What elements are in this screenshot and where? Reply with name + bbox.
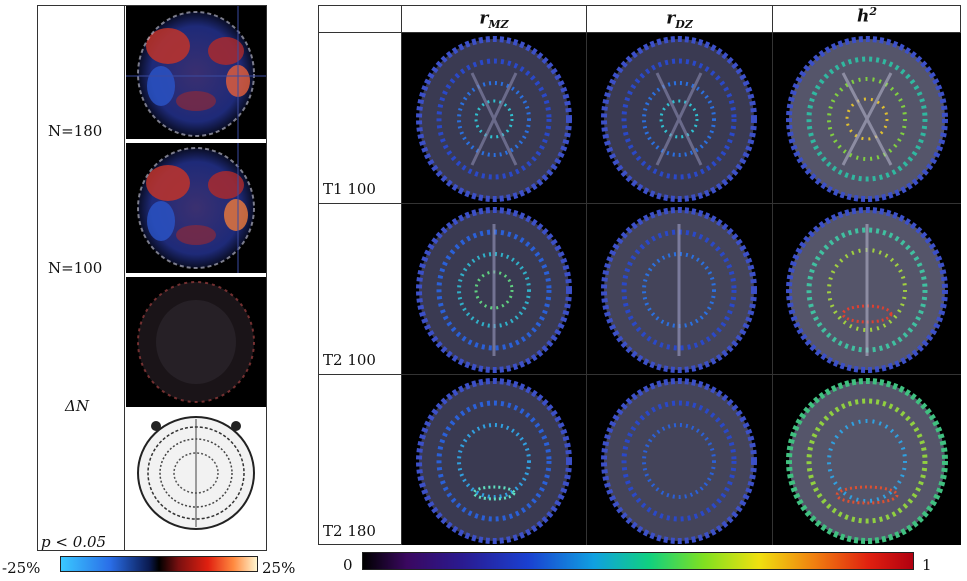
column-header-rdz: rDZ <box>666 8 693 32</box>
colorbar-right <box>362 552 914 570</box>
brain-cell-t2-180-rmz <box>402 375 586 545</box>
brain-cell-t2-100-rdz <box>587 204 772 374</box>
colorbar-right-max: 1 <box>922 556 932 574</box>
column-divider-3 <box>772 5 773 545</box>
brain-cell-t1-100-rmz <box>402 33 586 203</box>
brain-cell-t2-100-rmz <box>402 204 586 374</box>
colorbar-left-min: -25% <box>2 559 41 577</box>
colorbar-left-max: 25% <box>262 559 296 577</box>
column-header-h2: h2 <box>856 5 878 27</box>
brain-map-n180 <box>126 6 266 139</box>
brain-cell-t1-100-h2 <box>773 33 961 203</box>
brain-cell-t2-180-h2 <box>773 375 961 545</box>
column-header-rmz: rMZ <box>479 8 509 32</box>
colorbar-left <box>60 556 258 572</box>
colorbar-right-min: 0 <box>343 556 353 574</box>
row-divider-2 <box>318 374 961 375</box>
label-p-value: p < 0.05 <box>41 533 107 551</box>
left-panel <box>37 5 267 551</box>
row-label-t1-100: T1 100 <box>321 180 378 198</box>
significance-map <box>126 411 266 534</box>
brain-map-delta <box>126 277 266 407</box>
row-label-t2-180: T2 180 <box>321 522 378 540</box>
brain-cell-t1-100-rdz <box>587 33 772 203</box>
row-divider-1 <box>318 203 961 204</box>
brain-cell-t2-180-rdz <box>587 375 772 545</box>
label-n180: N=180 <box>48 122 103 140</box>
column-divider-2 <box>586 5 587 545</box>
label-delta-n: ΔN <box>65 397 89 415</box>
row-divider-header <box>318 32 961 33</box>
column-divider-1 <box>401 5 402 545</box>
brain-map-n100 <box>126 143 266 273</box>
left-panel-divider <box>124 5 125 551</box>
label-n100: N=100 <box>48 259 103 277</box>
row-label-t2-100: T2 100 <box>321 351 378 369</box>
brain-cell-t2-100-h2 <box>773 204 961 374</box>
